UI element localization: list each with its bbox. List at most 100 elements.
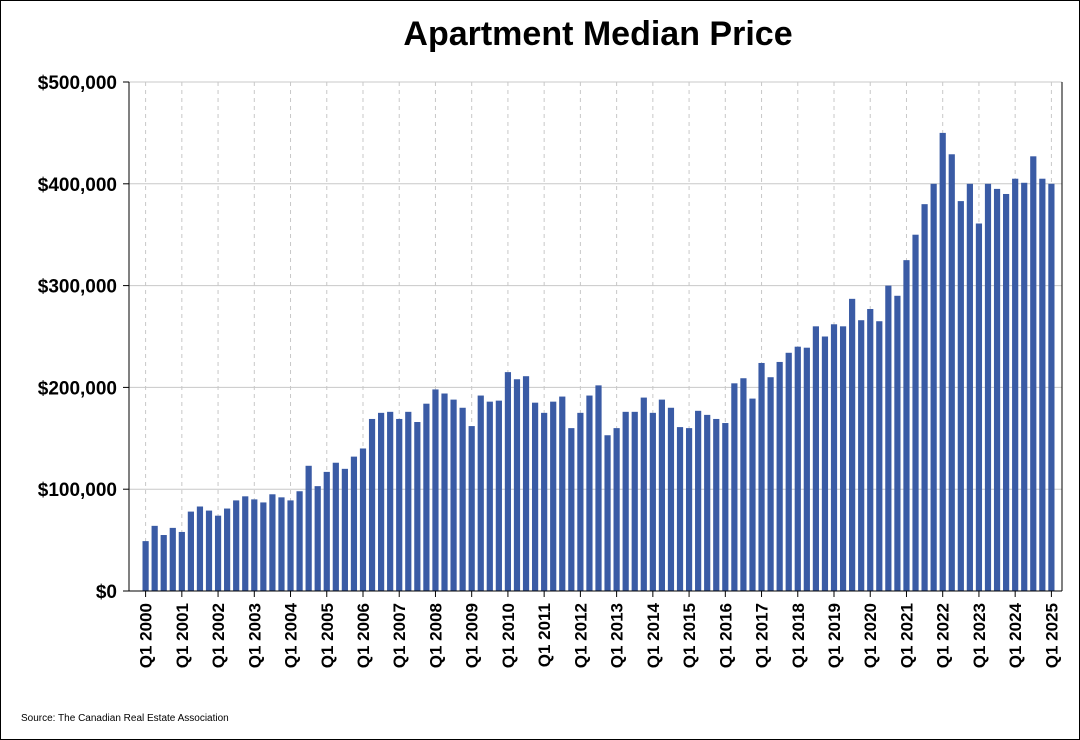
bar	[559, 396, 566, 591]
bar	[242, 496, 249, 591]
bar	[1030, 156, 1037, 591]
x-tick-label: Q1 2021	[897, 603, 916, 668]
bar	[495, 400, 502, 591]
bar	[695, 410, 702, 591]
bar	[577, 412, 584, 591]
bar	[975, 223, 983, 591]
y-tick-label: $100,000	[38, 480, 117, 501]
bar	[459, 407, 466, 591]
x-tick-label: Q1 2016	[716, 603, 735, 668]
bar	[396, 418, 403, 591]
x-tick-label: Q1 2001	[173, 603, 192, 668]
bar	[296, 491, 303, 591]
x-tick-label: Q1 2022	[934, 603, 953, 668]
bar	[531, 402, 539, 591]
bar	[667, 407, 675, 591]
bar	[513, 379, 521, 591]
bar	[468, 426, 475, 591]
bar	[685, 428, 693, 591]
x-tick-label: Q1 2020	[861, 603, 880, 668]
bar	[939, 132, 946, 591]
bar	[142, 541, 149, 591]
x-tick-label: Q1 2004	[282, 602, 301, 668]
bar	[613, 428, 620, 591]
y-tick-label: $300,000	[38, 277, 117, 298]
bar	[1039, 178, 1046, 591]
bar	[414, 422, 421, 591]
bar	[187, 511, 194, 591]
x-tick-label: Q1 2013	[608, 603, 627, 668]
bar	[586, 395, 593, 591]
y-tick-label: $500,000	[38, 73, 117, 94]
x-tick-label: Q1 2017	[753, 603, 772, 668]
bar	[640, 397, 647, 591]
x-tick-label: Q1 2023	[970, 603, 989, 668]
x-tick-label: Q1 2005	[318, 603, 337, 668]
bar	[423, 403, 430, 591]
bar	[885, 285, 892, 591]
bar	[541, 412, 548, 591]
bar	[260, 502, 267, 591]
x-tick-label: Q1 2011	[535, 603, 554, 667]
bar	[160, 535, 167, 591]
bar	[378, 412, 385, 591]
x-tick-label: Q1 2000	[137, 603, 156, 668]
bar	[504, 372, 512, 591]
bar	[1012, 178, 1019, 591]
bar	[957, 201, 964, 591]
y-tick-label: $0	[96, 582, 117, 603]
bar	[287, 500, 294, 591]
bar	[151, 525, 158, 591]
bar	[894, 295, 901, 591]
x-tick-label: Q1 2010	[499, 603, 518, 668]
bar	[658, 399, 666, 591]
bar	[604, 435, 611, 591]
bar	[387, 411, 394, 591]
bar	[676, 427, 684, 591]
bar	[767, 377, 774, 591]
bar	[332, 462, 339, 591]
bar	[758, 362, 765, 591]
bar	[251, 499, 258, 591]
bar	[785, 352, 792, 591]
bar	[233, 500, 240, 591]
bar	[631, 411, 638, 591]
x-tick-label: Q1 2003	[245, 603, 264, 668]
bar	[839, 326, 847, 591]
bar	[622, 411, 629, 591]
bar	[867, 309, 874, 591]
bar	[359, 448, 367, 591]
bar	[441, 393, 448, 591]
bar	[1021, 182, 1028, 592]
bar	[595, 385, 602, 591]
bar	[812, 326, 819, 591]
y-tick-label: $200,000	[38, 378, 117, 399]
bar	[722, 423, 729, 591]
bar	[214, 515, 222, 591]
bar	[921, 204, 928, 591]
bar	[205, 510, 213, 591]
x-tick-label: Q1 2008	[426, 603, 445, 668]
x-tick-label: Q1 2024	[1006, 602, 1025, 668]
bar	[486, 401, 493, 591]
bar	[930, 183, 937, 592]
bar	[776, 361, 783, 591]
x-tick-label: Q1 2002	[209, 603, 228, 668]
x-tick-label: Q1 2014	[644, 602, 663, 668]
bar	[278, 497, 285, 591]
bar	[169, 527, 176, 591]
bar	[178, 531, 185, 591]
bar	[314, 486, 321, 591]
bar	[477, 395, 484, 591]
bar	[550, 401, 557, 591]
bar	[984, 183, 992, 592]
bar-layer	[142, 132, 1055, 592]
bar	[224, 508, 231, 591]
bar	[269, 494, 276, 591]
bar	[405, 411, 412, 591]
bar	[350, 456, 358, 591]
y-tick-label: $400,000	[38, 175, 117, 196]
bar	[568, 428, 575, 591]
